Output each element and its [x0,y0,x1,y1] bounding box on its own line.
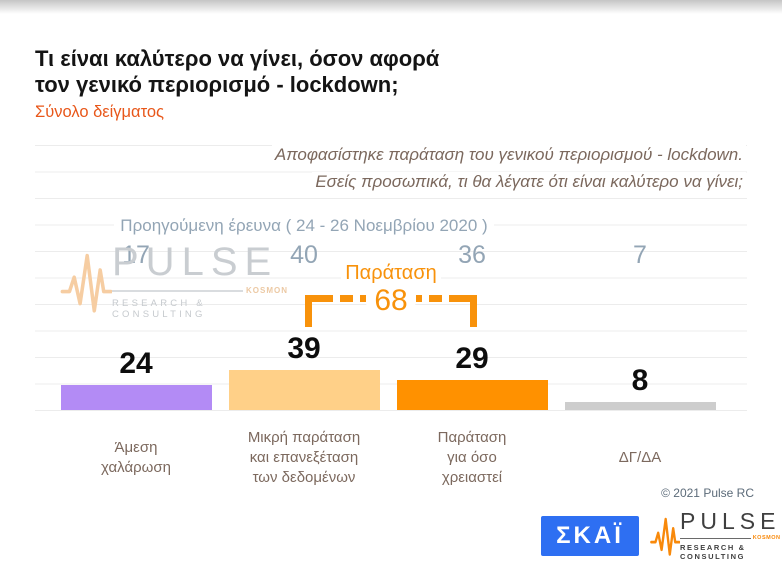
pulse-waveform-icon [60,253,112,313]
bracket-right-dashes [416,295,462,302]
category-label-3: ΔΓ/ΔΑ [618,448,662,466]
question-text-line2-span: Εσείς προσωπικά, τι θα λέγατε ότι είναι … [312,172,746,191]
category-label-1: Μικρή παράταση και επανεξέταση των δεδομ… [247,428,361,487]
page-title-line1: Τι είναι καλύτερο να γίνει, όσον αφορά [35,46,440,71]
bar-column-0: 24 [52,325,220,410]
previous-value-0: 17 [122,241,150,269]
pulse-waveform-icon [650,517,680,556]
bar-3 [564,402,716,410]
question-text-line1: Αποφασίστηκε παράταση του γενικού περιορ… [271,145,746,165]
bar-value-3: 8 [631,364,649,397]
pulse-watermark-tag: KOSMON [246,286,288,295]
pulse-logo: PULSE KOSMON RESEARCH & CONSULTING [650,509,780,561]
bracket-annotation: 68 [305,284,477,327]
pulse-logo-sub: RESEARCH & CONSULTING [680,543,746,561]
copyright-text: © 2021 Pulse RC [661,486,754,500]
bracket-annotation-label: Παράταση [305,262,477,285]
pulse-watermark-sub: RESEARCH & CONSULTING [112,298,206,320]
bracket-left-dashes [320,295,366,302]
pulse-watermark-brand: PULSE [112,240,279,284]
skai-logo: ΣΚΑΪ [541,516,639,556]
pulse-logo-rule: KOSMON [680,535,780,541]
bracket-annotation-label-span: Παράταση [341,262,441,284]
bar-column-2: 29 [388,325,556,410]
pulse-watermark-rule: KOSMON [112,286,288,295]
page-title-line2: τον γενικό περιορισμό - lockdown; [35,72,399,97]
bar-value-2: 29 [455,342,489,375]
pulse-logo-brand: PULSE [680,508,781,534]
sample-subtitle: Σύνολο δείγματος [35,103,165,121]
bracket-left-corner [305,295,325,327]
previous-value-1: 40 [290,241,318,269]
pulse-logo-text: PULSE KOSMON RESEARCH & CONSULTING [680,509,780,561]
previous-survey-label: Προηγούμενη έρευνα ( 24 - 26 Νοεμβρίου 2… [52,216,556,236]
bar-0 [60,385,212,410]
previous-value-3: 7 [633,241,647,269]
question-text-line1-span: Αποφασίστηκε παράταση του γενικού περιορ… [271,145,746,164]
previous-survey-label-span: Προηγούμενη έρευνα ( 24 - 26 Νοεμβρίου 2… [114,216,494,235]
bar-value-0: 24 [119,347,153,380]
previous-survey-values-row: 17 40 36 7 [52,241,724,270]
bar-column-3: 8 [556,325,724,410]
category-label-0: Άμεση χαλάρωση [101,438,171,476]
top-gradient-strip [0,0,782,14]
question-text-line2: Εσείς προσωπικά, τι θα λέγατε ότι είναι … [312,172,746,192]
pulse-watermark-logo: PULSE KOSMON RESEARCH & CONSULTING [60,240,288,324]
pulse-watermark-line [112,289,243,292]
bar-value-1: 39 [287,332,321,365]
category-labels-row: Άμεση χαλάρωση Μικρή παράταση και επανεξ… [52,422,724,494]
bar-2 [396,380,548,410]
pulse-watermark-text: PULSE KOSMON RESEARCH & CONSULTING [112,240,288,320]
bar-column-1: 39 [220,325,388,410]
bar-chart: 24 39 29 8 [52,325,724,410]
bracket-right-corner [457,295,477,327]
pulse-logo-line [680,537,751,539]
bar-1 [228,370,380,410]
page-title: Τι είναι καλύτερο να γίνει, όσον αφορά τ… [35,46,439,98]
previous-value-2: 36 [458,241,486,269]
pulse-logo-tag: KOSMON [752,535,781,541]
bracket-annotation-value: 68 [366,284,416,317]
category-label-2: Παράταση για όσο χρειαστεί [437,428,507,487]
